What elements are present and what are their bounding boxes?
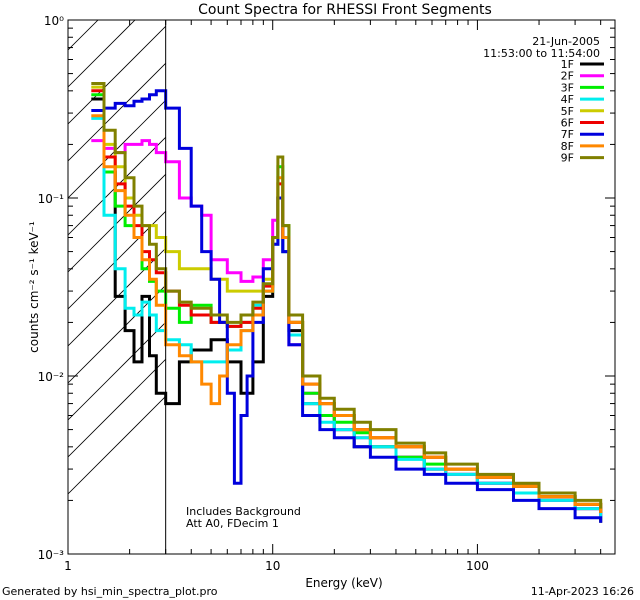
legend-label-7F: 7F [561,128,574,141]
y-tick-label: 10⁻³ [38,548,65,562]
y-tick-label: 10⁻² [38,370,65,384]
legend-label-4F: 4F [561,93,574,106]
timestamp: 11-Apr-2023 16:26 [530,585,634,598]
y-tick-label: 10⁻¹ [38,192,65,206]
x-tick-label: 1 [64,559,72,573]
series-line-9F [91,82,603,509]
series-layer [91,82,603,523]
hatch-line [68,174,166,273]
legend-label-2F: 2F [561,70,574,83]
plot-frame [67,19,616,555]
hatch-line [68,396,166,495]
background-note: Includes Background [186,505,301,518]
hatch-line [68,359,166,458]
generated-by-note: Generated by hsi_min_spectra_plot.pro [2,585,218,598]
hatch-line [68,100,166,199]
chart-title: Count Spectra for RHESSI Front Segments [198,2,492,18]
date-annotation: 21-Jun-2005 [532,35,600,48]
x-tick-label: 10 [265,559,280,573]
hatch-line [68,137,166,236]
y-axis-label: counts cm⁻² s⁻¹ keV⁻¹ [27,221,41,353]
shaded-region [68,20,166,495]
x-tick-label: 100 [466,559,489,573]
hatch-line [68,20,136,88]
time-range-annotation: 11:53:00 to 11:54:00 [483,47,600,60]
legend-label-3F: 3F [561,81,574,94]
axis-ticks [67,19,615,555]
hatch-line [68,63,166,162]
hatch-line [68,26,166,125]
tick-labels: 1 10 100 10⁰ 10⁻¹ 10⁻² 10⁻³ [38,14,489,573]
y-tick-label: 10⁰ [44,14,64,28]
legend-label-8F: 8F [561,140,574,153]
legend-label-9F: 9F [561,152,574,165]
hatch-line [68,20,99,51]
legend-label-1F: 1F [561,58,574,71]
x-axis-label: Energy (keV) [305,576,382,590]
legend-label-5F: 5F [561,105,574,118]
attenuator-note: Att A0, FDecim 1 [186,517,279,530]
legend-label-6F: 6F [561,117,574,130]
